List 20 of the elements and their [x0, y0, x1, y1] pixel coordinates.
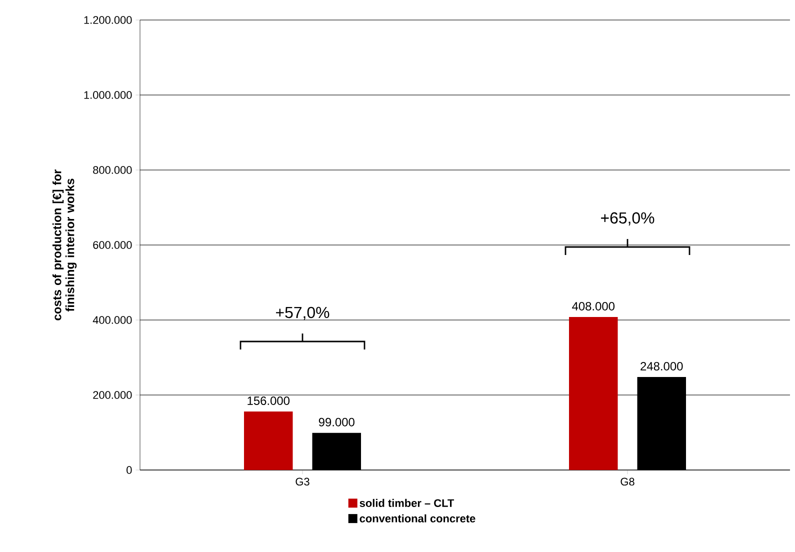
y-tick-label: 600.000 — [93, 241, 132, 249]
y-tick-label: 0 — [126, 466, 132, 474]
y-tick-label: 1.200.000 — [84, 16, 132, 24]
annotation: +65,0% — [601, 212, 654, 226]
bar — [569, 317, 618, 470]
data-label: 99.000 — [318, 418, 354, 426]
y-tick-label: 200.000 — [93, 391, 132, 399]
bar — [244, 412, 293, 470]
annotation: +57,0% — [276, 306, 330, 320]
x-tick-label: G3 — [296, 478, 310, 486]
data-label: 408.000 — [572, 302, 615, 310]
x-tick-label: G8 — [620, 478, 634, 486]
legend-label: solid timber – CLT — [360, 498, 454, 507]
data-label: 156.000 — [248, 396, 290, 405]
y-tick-label: 800.000 — [93, 166, 132, 174]
legend-label: conventional concrete — [360, 514, 476, 522]
y-tick-label: 400.000 — [92, 316, 132, 324]
y-tick-label: 1.000.000 — [84, 91, 132, 99]
y-axis-title: costs of production [€] for finishing interior works — [52, 169, 77, 320]
data-label: 248.000 — [640, 362, 683, 370]
